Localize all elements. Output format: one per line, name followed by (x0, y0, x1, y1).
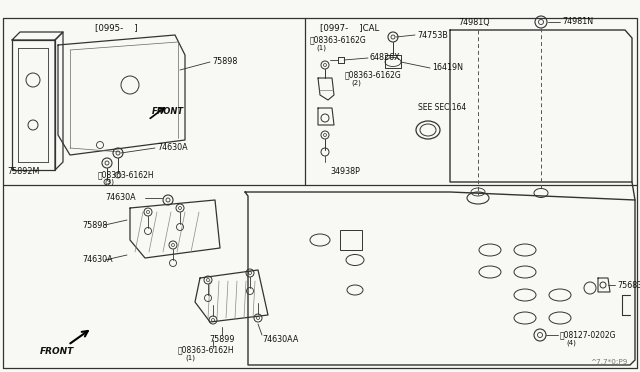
Text: ^7.7*0:P9: ^7.7*0:P9 (590, 359, 627, 365)
Text: 74630A: 74630A (105, 192, 136, 202)
Text: 74630A: 74630A (82, 256, 113, 264)
Text: FRONT: FRONT (152, 108, 184, 116)
Text: (2): (2) (351, 80, 361, 86)
Text: 75899: 75899 (209, 336, 235, 344)
Text: Ⓝ08363-6162G: Ⓝ08363-6162G (310, 35, 367, 45)
Text: (3): (3) (104, 179, 114, 185)
Text: 75683M: 75683M (617, 280, 640, 289)
Text: 75898: 75898 (212, 58, 237, 67)
Text: 34938P: 34938P (330, 167, 360, 176)
Text: ⒲08127-0202G: ⒲08127-0202G (560, 330, 616, 340)
Text: 16419N: 16419N (432, 62, 463, 71)
Bar (340, 230, 362, 250)
Text: 74753B: 74753B (417, 31, 448, 39)
Text: ⒲08363-6162H: ⒲08363-6162H (98, 170, 155, 180)
Text: 74630AA: 74630AA (262, 336, 298, 344)
Text: [0997-    ]CAL: [0997- ]CAL (320, 23, 380, 32)
Text: (4): (4) (566, 340, 576, 346)
Text: 75898: 75898 (82, 221, 108, 230)
Text: Ⓝ08363-6162G: Ⓝ08363-6162G (345, 71, 402, 80)
Text: (1): (1) (316, 45, 326, 51)
Text: (1): (1) (185, 355, 195, 361)
Text: SEE SEC.164: SEE SEC.164 (418, 103, 467, 112)
Text: Ⓝ08363-6162H: Ⓝ08363-6162H (178, 346, 235, 355)
Text: 75892M: 75892M (7, 167, 40, 176)
Text: FRONT: FRONT (40, 347, 74, 356)
Text: 74981Q: 74981Q (458, 17, 490, 26)
Text: 74981N: 74981N (562, 17, 593, 26)
Text: 64826X: 64826X (370, 52, 401, 61)
Text: 74630A: 74630A (157, 144, 188, 153)
Text: [0995-    ]: [0995- ] (95, 23, 138, 32)
